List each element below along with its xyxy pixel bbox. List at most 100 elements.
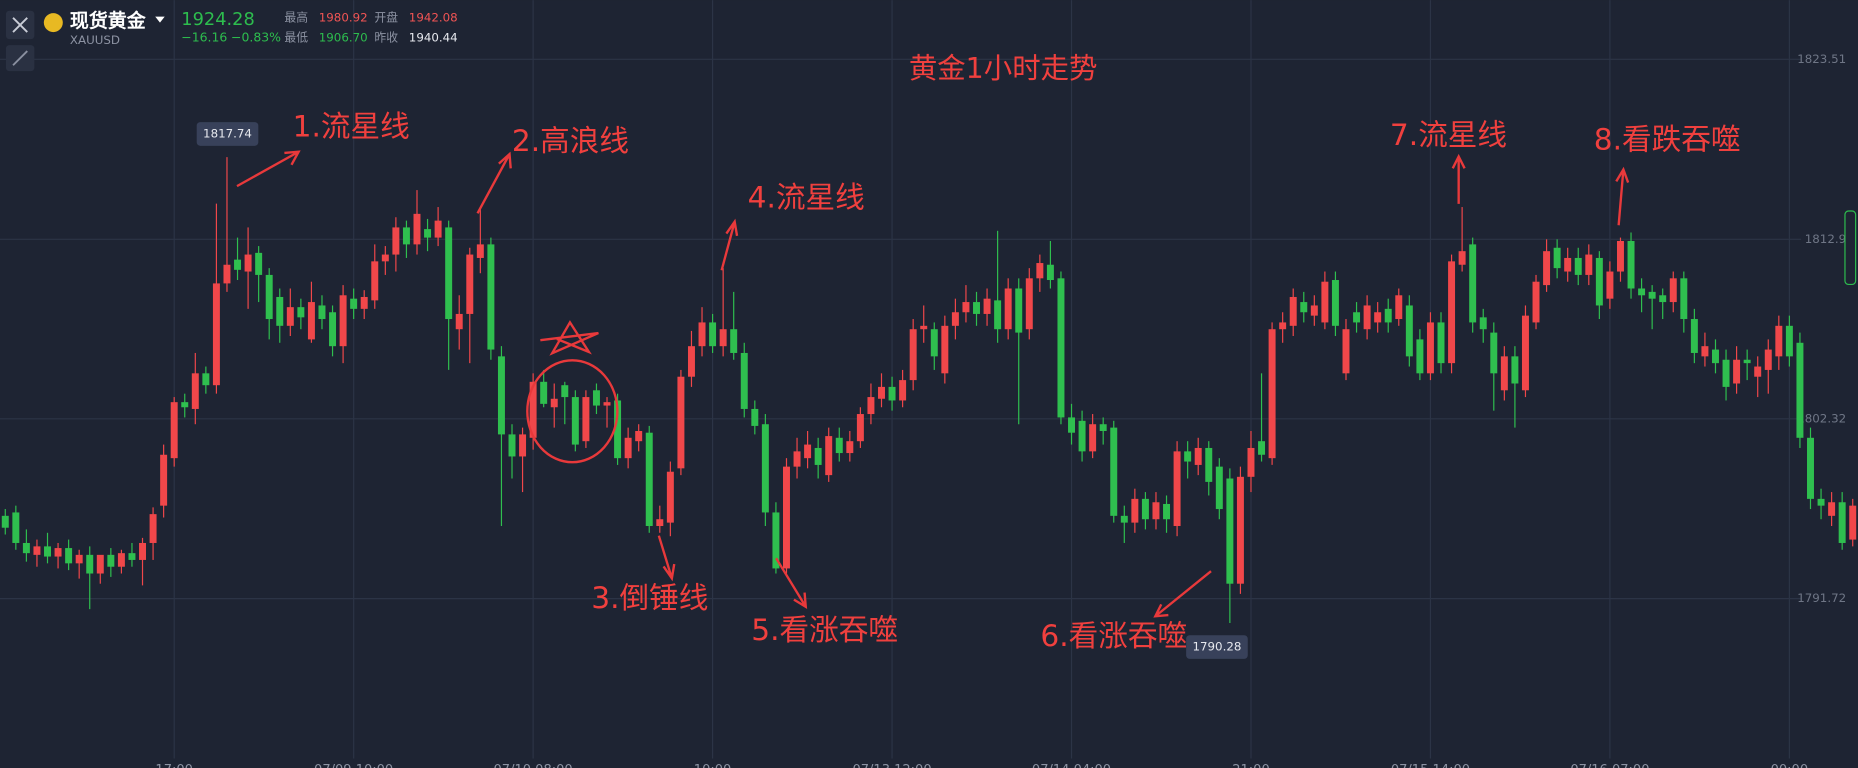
candle-body (318, 305, 326, 320)
candle-body (920, 325, 928, 330)
arrow (1615, 166, 1630, 226)
candle-body (1448, 261, 1456, 364)
y-tick-label: 1823.51 (1797, 52, 1846, 66)
candle-body (973, 302, 980, 314)
candle-body (846, 441, 854, 454)
candle-body (360, 296, 368, 309)
candle-body (86, 554, 94, 574)
symbol[interactable]: 现货黄金 (70, 9, 147, 32)
candle-body (519, 434, 527, 457)
stat-label: 最低 (284, 30, 308, 44)
candle-body (1025, 278, 1033, 330)
candle-body (1469, 244, 1477, 323)
candle-body (413, 213, 421, 245)
price-tag: 1817.74 (203, 126, 252, 140)
candle-body (1479, 317, 1487, 330)
candle-body (1331, 280, 1339, 326)
candle-body (1807, 437, 1814, 499)
candle-body (65, 548, 73, 564)
candle-body (740, 352, 748, 409)
x-tick-label: 07/14 04:00 (1032, 763, 1111, 768)
candle-body (878, 386, 885, 399)
candle-body (1754, 366, 1762, 377)
candle-body (392, 227, 400, 255)
candle-body (804, 444, 812, 459)
candle-body (191, 373, 199, 409)
candle-body (1775, 325, 1783, 357)
candle-body (1796, 342, 1804, 438)
candle-body (1089, 424, 1097, 452)
candle-body (1574, 257, 1582, 275)
close-button[interactable] (5, 10, 35, 40)
candle-body (951, 312, 959, 326)
candle-body (1616, 240, 1624, 272)
price: 1924.28 (181, 10, 254, 30)
candle-body (1036, 263, 1044, 279)
candle-body (455, 313, 463, 330)
annotations: 1.流星线 2.高浪线 3.倒锤线 4.流星线 5.看涨吞噬 6.看涨吞噬 7.流星线 8.看… (293, 110, 1741, 654)
candle-body (139, 542, 147, 560)
symbol-dropdown[interactable] (155, 16, 165, 23)
candle-body (614, 400, 622, 459)
candle-body (1046, 264, 1054, 281)
candle-body (1648, 291, 1656, 299)
candle-body (1205, 447, 1213, 482)
x-tick-label: 00:00 (1771, 763, 1809, 768)
candle-body (994, 300, 1002, 330)
candle-body (761, 424, 769, 513)
candle-body (1353, 312, 1361, 323)
candle-body (339, 295, 347, 347)
y-tick-label: 1802.32 (1797, 411, 1846, 425)
candle-body (1532, 281, 1540, 323)
candle-body (1426, 322, 1434, 374)
candle-body (96, 554, 104, 574)
y-tick-label: 1791.72 (1797, 591, 1846, 605)
draw-button[interactable] (5, 45, 35, 72)
candle-body (888, 386, 896, 401)
candle-body (1405, 305, 1413, 357)
candle-body (1764, 349, 1772, 370)
candle-body (1722, 359, 1730, 387)
x-tick-label: 07/09 10:00 (314, 763, 393, 768)
candle-body (1004, 288, 1012, 330)
candle-body (941, 325, 949, 374)
arrow (236, 150, 301, 188)
candle-body (1785, 325, 1793, 357)
x-tick-label: 07/16 07:00 (1570, 763, 1649, 768)
candle-body (1585, 254, 1593, 275)
candle-body (635, 431, 643, 442)
annotation: 5.看涨吞噬 (751, 613, 898, 647)
close-icon[interactable] (12, 17, 28, 33)
candle-body (1078, 420, 1086, 452)
candle-body (540, 381, 548, 404)
x-tick-label: 07/10 08:00 (494, 763, 573, 768)
price-tag-bg (1186, 635, 1248, 659)
draw-icon[interactable] (12, 50, 28, 66)
candle-body (603, 402, 611, 406)
candle-body (434, 220, 442, 238)
candle-body (234, 259, 242, 270)
candle-body (1849, 505, 1857, 540)
candle-body (107, 554, 115, 567)
candle-body (445, 227, 453, 320)
scroll-indicator[interactable] (1844, 210, 1857, 286)
candle-body (1363, 305, 1371, 330)
candle-body (128, 553, 136, 560)
annotation: 4.流星线 (748, 181, 865, 215)
candle-body (561, 385, 569, 398)
candle-body (1279, 322, 1287, 330)
stat-value: 1940.44 (409, 30, 458, 44)
candle-body (497, 356, 505, 435)
candle-body (1490, 332, 1498, 374)
candle-body (825, 436, 833, 476)
candle-body (1057, 278, 1065, 418)
price-tag: 1790.28 (1192, 640, 1241, 654)
price-tags: 1817.74 1790.28 (196, 122, 1248, 659)
candles (1, 157, 1857, 624)
annotation: 3.倒锤线 (591, 581, 708, 615)
candle-body (719, 329, 727, 347)
candle-body (297, 307, 305, 318)
candle-body (1680, 278, 1688, 320)
candle-body (202, 373, 210, 386)
candle-body (1215, 466, 1223, 510)
